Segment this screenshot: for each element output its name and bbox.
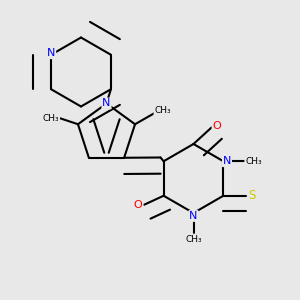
Text: CH₃: CH₃ xyxy=(43,114,59,123)
Text: N: N xyxy=(223,156,231,166)
Text: O: O xyxy=(134,200,142,210)
Text: O: O xyxy=(212,121,221,131)
Text: CH₃: CH₃ xyxy=(154,106,171,115)
Text: CH₃: CH₃ xyxy=(245,157,262,166)
Text: N: N xyxy=(47,48,55,58)
Text: N: N xyxy=(189,211,198,221)
Text: N: N xyxy=(102,98,111,109)
Text: CH₃: CH₃ xyxy=(185,235,202,244)
Text: S: S xyxy=(248,189,256,202)
